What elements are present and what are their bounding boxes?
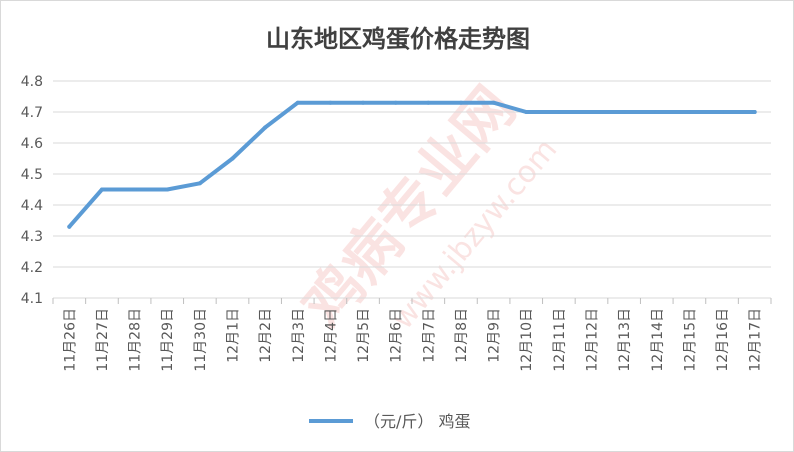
x-tick-label: 12月14日 xyxy=(650,308,666,372)
x-tick-label: 12月16日 xyxy=(715,308,731,372)
data-point xyxy=(426,100,431,105)
x-tick-label: 11月29日 xyxy=(160,308,176,372)
data-point xyxy=(589,110,594,114)
data-point xyxy=(720,110,725,114)
x-tick-label: 12月4日 xyxy=(323,308,339,363)
x-tick-label: 12月1日 xyxy=(226,308,242,363)
data-point xyxy=(752,110,757,114)
x-tick-label: 11月27日 xyxy=(95,308,111,372)
x-tick-label: 12月17日 xyxy=(748,308,764,372)
x-tick-label: 11月30日 xyxy=(193,308,209,372)
legend-label: （元/斤） 鸡蛋 xyxy=(364,412,470,431)
y-tick-label: 4.5 xyxy=(21,167,43,183)
data-point xyxy=(67,224,72,229)
chart-title: 山东地区鸡蛋价格走势图 xyxy=(266,24,530,53)
y-tick-label: 4.4 xyxy=(21,198,43,214)
data-point xyxy=(197,181,202,186)
x-tick-label: 11月28日 xyxy=(128,308,144,372)
x-tick-label: 12月11日 xyxy=(552,308,568,372)
x-tick-label: 12月6日 xyxy=(389,308,405,363)
x-tick-label: 12月9日 xyxy=(487,308,503,363)
x-tick-label: 12月12日 xyxy=(585,308,601,372)
data-point xyxy=(556,110,561,114)
y-tick-label: 4.7 xyxy=(21,105,43,121)
x-tick-label: 12月5日 xyxy=(356,308,372,363)
data-point xyxy=(361,100,366,105)
data-point xyxy=(622,110,627,114)
x-tick-label: 11月26日 xyxy=(62,308,78,372)
x-tick-label: 12月13日 xyxy=(617,308,633,372)
watermark: 鸡病专业网 www.jbzyw.com xyxy=(290,74,565,340)
data-point xyxy=(295,100,300,105)
data-point xyxy=(491,100,496,105)
series-line xyxy=(67,100,757,229)
data-point xyxy=(328,100,333,105)
y-tick-label: 4.1 xyxy=(21,291,43,307)
x-tick-label: 12月15日 xyxy=(682,308,698,372)
data-point xyxy=(99,187,104,192)
data-point xyxy=(654,110,659,114)
legend: （元/斤） 鸡蛋 xyxy=(309,412,470,431)
data-point xyxy=(687,110,692,114)
data-point xyxy=(393,100,398,105)
data-point xyxy=(132,187,137,192)
y-axis-ticks: 4.1 4.2 4.3 4.4 4.5 4.6 4.7 4.8 xyxy=(21,74,43,307)
y-tick-label: 4.3 xyxy=(21,229,43,245)
x-tick-label: 12月8日 xyxy=(454,308,470,363)
x-tick-label: 12月7日 xyxy=(421,308,437,363)
x-axis: 11月26日 11月27日 11月28日 11月29日 11月30日 12月1日 12月2日… xyxy=(52,298,772,372)
data-point xyxy=(458,100,463,105)
data-point xyxy=(524,110,529,114)
series-layer xyxy=(67,100,757,229)
x-tick-label: 12月3日 xyxy=(291,308,307,363)
y-tick-label: 4.8 xyxy=(21,74,43,90)
x-tick-label: 12月10日 xyxy=(519,308,535,372)
y-tick-label: 4.2 xyxy=(21,260,43,276)
x-tick-label: 12月2日 xyxy=(258,308,274,363)
data-point xyxy=(230,156,235,161)
data-point xyxy=(165,187,170,192)
y-tick-label: 4.6 xyxy=(21,136,43,152)
data-point xyxy=(263,125,268,130)
